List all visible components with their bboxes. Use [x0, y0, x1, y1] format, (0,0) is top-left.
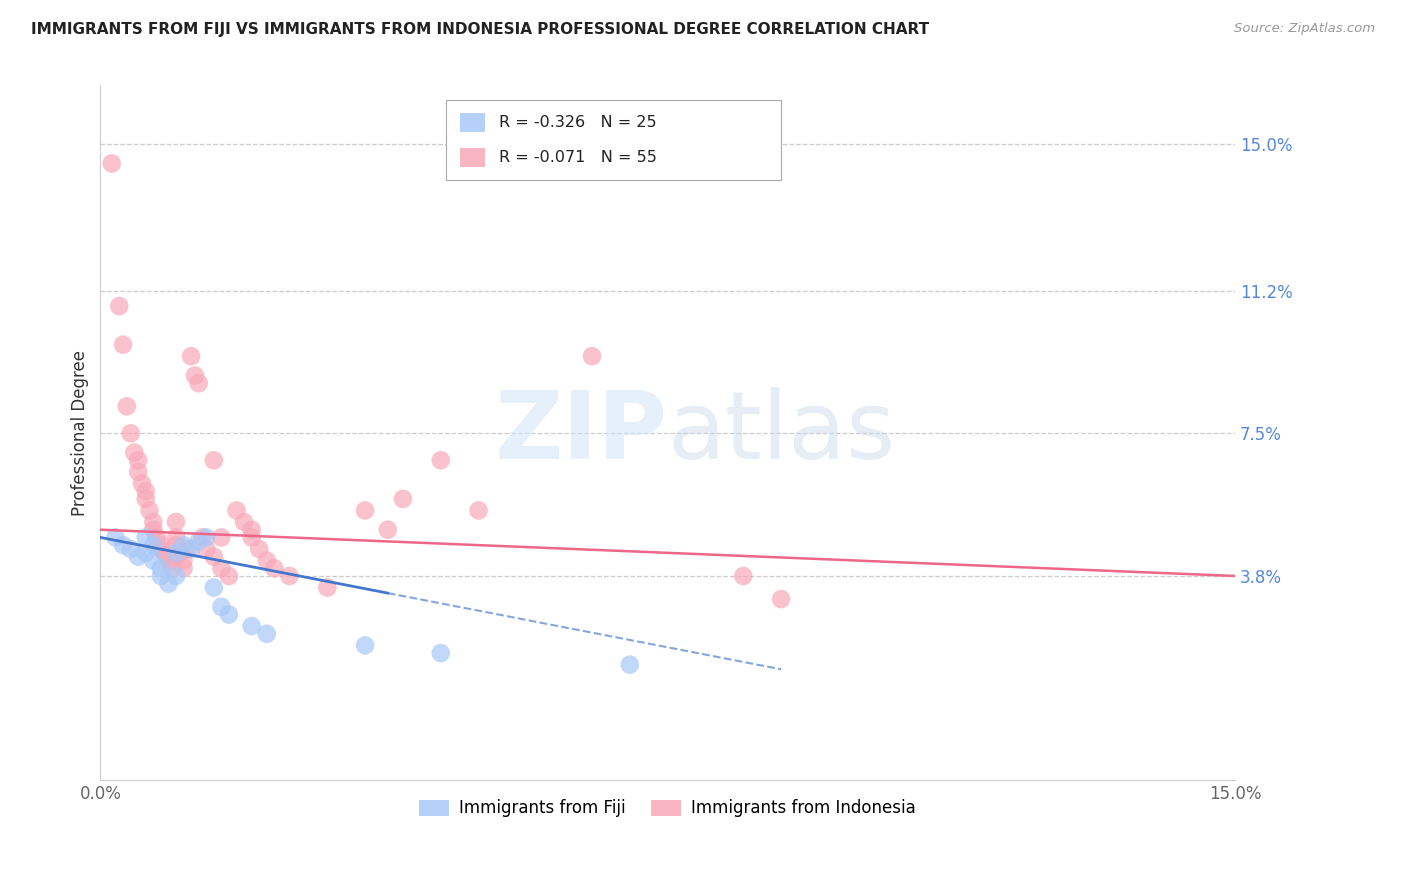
Point — [124, 445, 146, 459]
Point — [278, 569, 301, 583]
Point — [354, 639, 377, 653]
Point — [256, 627, 278, 641]
Point — [240, 619, 263, 633]
Point — [142, 515, 165, 529]
Point — [240, 523, 263, 537]
Point — [176, 541, 198, 556]
Point — [135, 484, 157, 499]
Text: R = -0.071   N = 55: R = -0.071 N = 55 — [499, 150, 657, 165]
Point — [191, 530, 214, 544]
Point — [209, 599, 232, 614]
Point — [180, 541, 202, 556]
Point — [135, 530, 157, 544]
Point — [770, 592, 793, 607]
Point — [180, 349, 202, 363]
Point — [149, 561, 172, 575]
Point — [202, 549, 225, 564]
Point — [153, 546, 176, 560]
Point — [195, 530, 218, 544]
Point — [316, 581, 339, 595]
Point — [112, 538, 135, 552]
Point — [160, 561, 183, 575]
Point — [354, 503, 377, 517]
Point — [202, 453, 225, 467]
Text: IMMIGRANTS FROM FIJI VS IMMIGRANTS FROM INDONESIA PROFESSIONAL DEGREE CORRELATIO: IMMIGRANTS FROM FIJI VS IMMIGRANTS FROM … — [31, 22, 929, 37]
Point — [142, 538, 165, 552]
Point — [173, 553, 195, 567]
Point — [619, 657, 641, 672]
Point — [157, 553, 180, 567]
Point — [104, 530, 127, 544]
Point — [233, 515, 256, 529]
Point — [149, 569, 172, 583]
Point — [149, 538, 172, 552]
Legend: Immigrants from Fiji, Immigrants from Indonesia: Immigrants from Fiji, Immigrants from In… — [413, 793, 922, 824]
Point — [100, 156, 122, 170]
Point — [429, 453, 451, 467]
Point — [135, 491, 157, 506]
Point — [165, 569, 187, 583]
Point — [120, 426, 142, 441]
Point — [157, 549, 180, 564]
Point — [146, 530, 169, 544]
Point — [202, 581, 225, 595]
FancyBboxPatch shape — [460, 113, 485, 132]
Point — [218, 569, 240, 583]
Point — [142, 523, 165, 537]
Text: Source: ZipAtlas.com: Source: ZipAtlas.com — [1234, 22, 1375, 36]
Point — [195, 541, 218, 556]
Point — [187, 534, 209, 549]
Point — [733, 569, 755, 583]
Point — [127, 453, 149, 467]
Point — [173, 561, 195, 575]
Point — [256, 553, 278, 567]
Point — [138, 503, 160, 517]
Point — [209, 561, 232, 575]
Point — [240, 530, 263, 544]
Point — [263, 561, 285, 575]
Point — [165, 530, 187, 544]
Point — [165, 515, 187, 529]
Point — [142, 553, 165, 567]
Point — [169, 546, 191, 560]
Point — [127, 549, 149, 564]
Point — [157, 576, 180, 591]
Point — [377, 523, 399, 537]
Point — [165, 538, 187, 552]
Point — [187, 376, 209, 391]
Point — [120, 541, 142, 556]
Point — [467, 503, 489, 517]
Point — [581, 349, 603, 363]
Point — [225, 503, 247, 517]
FancyBboxPatch shape — [447, 100, 782, 180]
Point — [247, 541, 270, 556]
Point — [115, 400, 138, 414]
Point — [209, 530, 232, 544]
Point — [165, 546, 187, 560]
Y-axis label: Professional Degree: Professional Degree — [72, 351, 89, 516]
Point — [149, 541, 172, 556]
Point — [108, 299, 131, 313]
Point — [112, 337, 135, 351]
Point — [135, 546, 157, 560]
Point — [218, 607, 240, 622]
FancyBboxPatch shape — [460, 148, 485, 168]
Text: R = -0.326   N = 25: R = -0.326 N = 25 — [499, 115, 657, 130]
Point — [127, 465, 149, 479]
Point — [184, 368, 207, 383]
Text: ZIP: ZIP — [495, 387, 668, 479]
Point — [392, 491, 415, 506]
Point — [131, 476, 153, 491]
Point — [173, 538, 195, 552]
Point — [429, 646, 451, 660]
Text: atlas: atlas — [668, 387, 896, 479]
